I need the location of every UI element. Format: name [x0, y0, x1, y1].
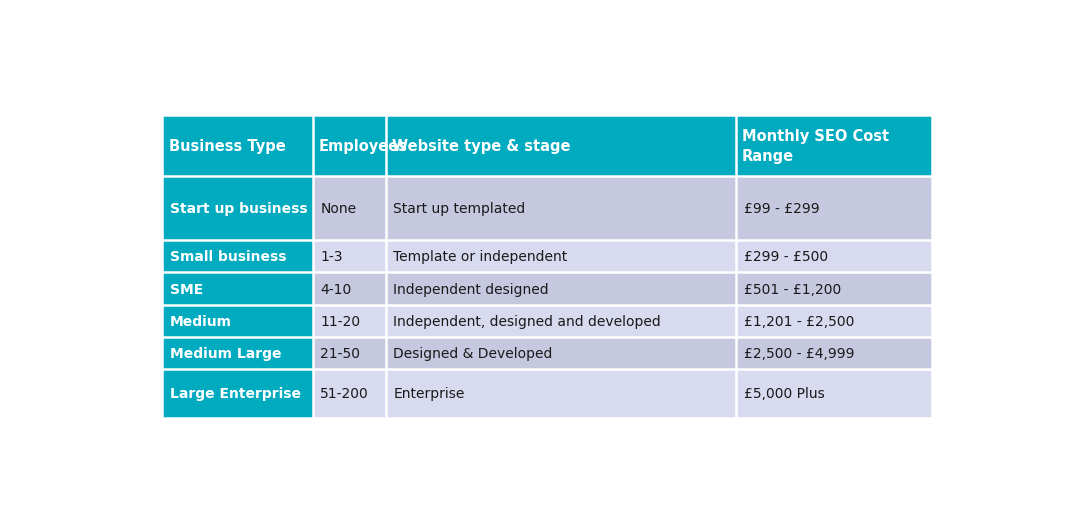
Bar: [736, 176, 932, 241]
Text: Start up templated: Start up templated: [393, 202, 525, 215]
Bar: [386, 176, 736, 241]
Bar: [162, 337, 313, 370]
Bar: [386, 116, 736, 176]
Bar: [736, 337, 932, 370]
Bar: [386, 337, 736, 370]
Bar: [162, 305, 313, 337]
Text: Medium: Medium: [170, 314, 232, 328]
Bar: [162, 241, 313, 273]
Bar: [313, 176, 386, 241]
Bar: [313, 370, 386, 418]
Text: 11-20: 11-20: [320, 314, 360, 328]
Text: £501 - £1,200: £501 - £1,200: [743, 282, 841, 296]
Text: Enterprise: Enterprise: [393, 387, 465, 401]
Text: Website type & stage: Website type & stage: [392, 138, 570, 154]
Text: £299 - £500: £299 - £500: [743, 250, 828, 264]
Text: 4-10: 4-10: [320, 282, 351, 296]
Bar: [736, 241, 932, 273]
Bar: [313, 116, 386, 176]
Bar: [386, 273, 736, 305]
Text: Independent designed: Independent designed: [393, 282, 549, 296]
Bar: [736, 116, 932, 176]
Text: None: None: [320, 202, 357, 215]
Bar: [162, 116, 313, 176]
Bar: [313, 337, 386, 370]
Bar: [736, 305, 932, 337]
Text: Large Enterprise: Large Enterprise: [170, 387, 301, 401]
Text: Business Type: Business Type: [169, 138, 285, 154]
Bar: [313, 241, 386, 273]
Bar: [162, 176, 313, 241]
Text: Small business: Small business: [170, 250, 286, 264]
Text: 1-3: 1-3: [320, 250, 343, 264]
Text: Designed & Developed: Designed & Developed: [393, 346, 553, 360]
Text: Independent, designed and developed: Independent, designed and developed: [393, 314, 661, 328]
Text: £5,000 Plus: £5,000 Plus: [743, 387, 824, 401]
Bar: [386, 241, 736, 273]
Text: £1,201 - £2,500: £1,201 - £2,500: [743, 314, 854, 328]
Text: Monthly SEO Cost
Range: Monthly SEO Cost Range: [742, 129, 890, 163]
Text: £2,500 - £4,999: £2,500 - £4,999: [743, 346, 854, 360]
Text: 51-200: 51-200: [320, 387, 370, 401]
Bar: [162, 370, 313, 418]
Text: Medium Large: Medium Large: [170, 346, 282, 360]
Bar: [736, 273, 932, 305]
Text: Start up business: Start up business: [170, 202, 308, 215]
Text: Template or independent: Template or independent: [393, 250, 568, 264]
Text: Employees: Employees: [318, 138, 408, 154]
Text: £99 - £299: £99 - £299: [743, 202, 819, 215]
Bar: [313, 305, 386, 337]
Bar: [313, 273, 386, 305]
Bar: [162, 273, 313, 305]
Bar: [386, 305, 736, 337]
Bar: [386, 370, 736, 418]
Text: SME: SME: [170, 282, 203, 296]
Text: 21-50: 21-50: [320, 346, 360, 360]
Bar: [736, 370, 932, 418]
